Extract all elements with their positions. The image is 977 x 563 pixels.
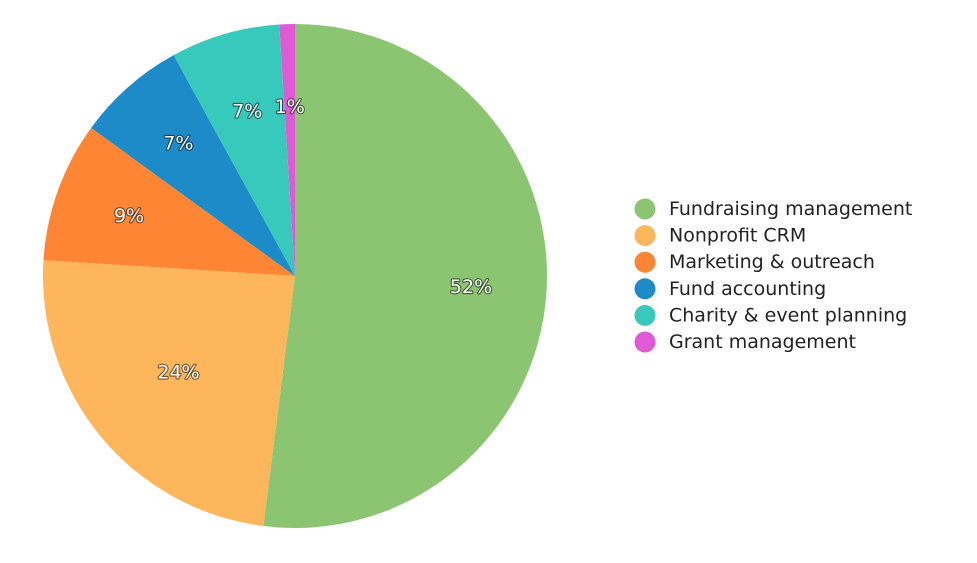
legend-label-grant-management: Grant management [669,331,856,353]
legend-label-fundraising-management: Fundraising management [669,198,912,220]
pie-label-fund-accounting: 7% [163,133,193,155]
legend-swatch-fundraising-management [634,198,656,220]
legend-swatch-charity-and-event-planning [634,304,656,326]
legend-swatch-nonprofit-crm [634,225,656,247]
pie-label-fundraising-management: 52% [450,276,492,298]
pie-label-marketing-and-outreach: 9% [114,205,144,227]
legend-item-fundraising-management: Fundraising management [634,198,912,220]
legend-item-fund-accounting: Fund accounting [634,278,826,300]
pie-slice-marketing-and-outreach [43,127,295,276]
legend-swatch-marketing-and-outreach [634,251,656,273]
legend-item-marketing-and-outreach: Marketing & outreach [634,251,875,273]
legend-label-fund-accounting: Fund accounting [669,278,826,300]
pie-slices [43,24,547,528]
legend-item-nonprofit-crm: Nonprofit CRM [634,225,806,247]
pie-slice-fundraising-management [263,24,547,528]
pie-slice-charity-and-event-planning [173,24,295,276]
legend-label-charity-and-event-planning: Charity & event planning [669,304,907,326]
legend-swatch-grant-management [634,331,656,353]
legend-label-marketing-and-outreach: Marketing & outreach [669,251,875,273]
legend-swatch-fund-accounting [634,278,656,300]
pie-label-nonprofit-crm: 24% [157,361,199,383]
pie-slice-fund-accounting [91,55,295,276]
pie-value-labels: 52% 24% 9% 7% 7% 1% [113,95,493,384]
legend-label-nonprofit-crm: Nonprofit CRM [669,225,806,247]
pie-slice-nonprofit-crm [43,260,295,527]
pie-label-charity-and-event-planning: 7% [232,100,262,122]
pie-slice-grant-management [279,24,295,276]
legend: Fundraising management Nonprofit CRM Marke… [634,198,912,353]
legend-item-grant-management: Grant management [634,331,856,353]
pie-label-grant-management: 1% [275,96,305,118]
legend-item-charity-and-event-planning: Charity & event planning [634,304,907,326]
